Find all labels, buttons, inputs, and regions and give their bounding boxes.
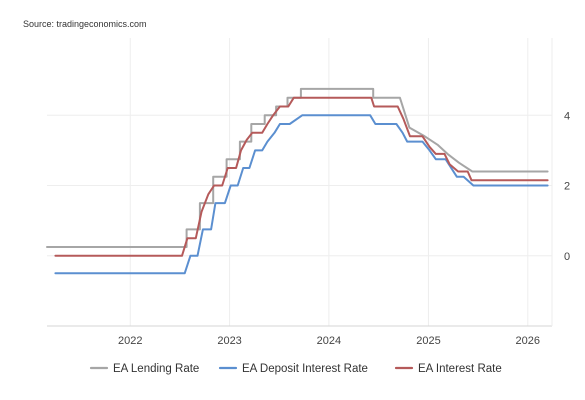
source-label: Source: tradingeconomics.com (23, 19, 147, 29)
x-tick-label: 2022 (118, 335, 142, 347)
y-tick-label: 4 (564, 110, 570, 122)
x-tick-label: 2023 (217, 335, 241, 347)
x-tick-label: 2024 (317, 335, 341, 347)
legend-label: EA Interest Rate (418, 363, 502, 375)
series-lines (46, 87, 549, 275)
lending-rate-line (46, 87, 549, 248)
legend: EA Lending Rate EA Deposit Interest Rate E… (89, 363, 502, 375)
legend-item: EA Deposit Interest Rate (218, 363, 368, 375)
legend-label: EA Deposit Interest Rate (242, 363, 368, 375)
legend-label: EA Lending Rate (113, 363, 199, 375)
grid (47, 38, 552, 326)
x-tick-label: 2025 (416, 335, 440, 347)
x-tick-label: 2026 (516, 335, 540, 347)
legend-item: EA Lending Rate (89, 363, 199, 375)
y-tick-label: 2 (564, 181, 570, 193)
y-tick-label: 0 (564, 251, 570, 263)
deposit-rate-line (54, 114, 549, 275)
axes: 2022 2023 2024 2025 2026 0 2 4 (47, 38, 570, 347)
legend-item: EA Interest Rate (394, 363, 502, 375)
interest-rate-line (54, 96, 549, 257)
